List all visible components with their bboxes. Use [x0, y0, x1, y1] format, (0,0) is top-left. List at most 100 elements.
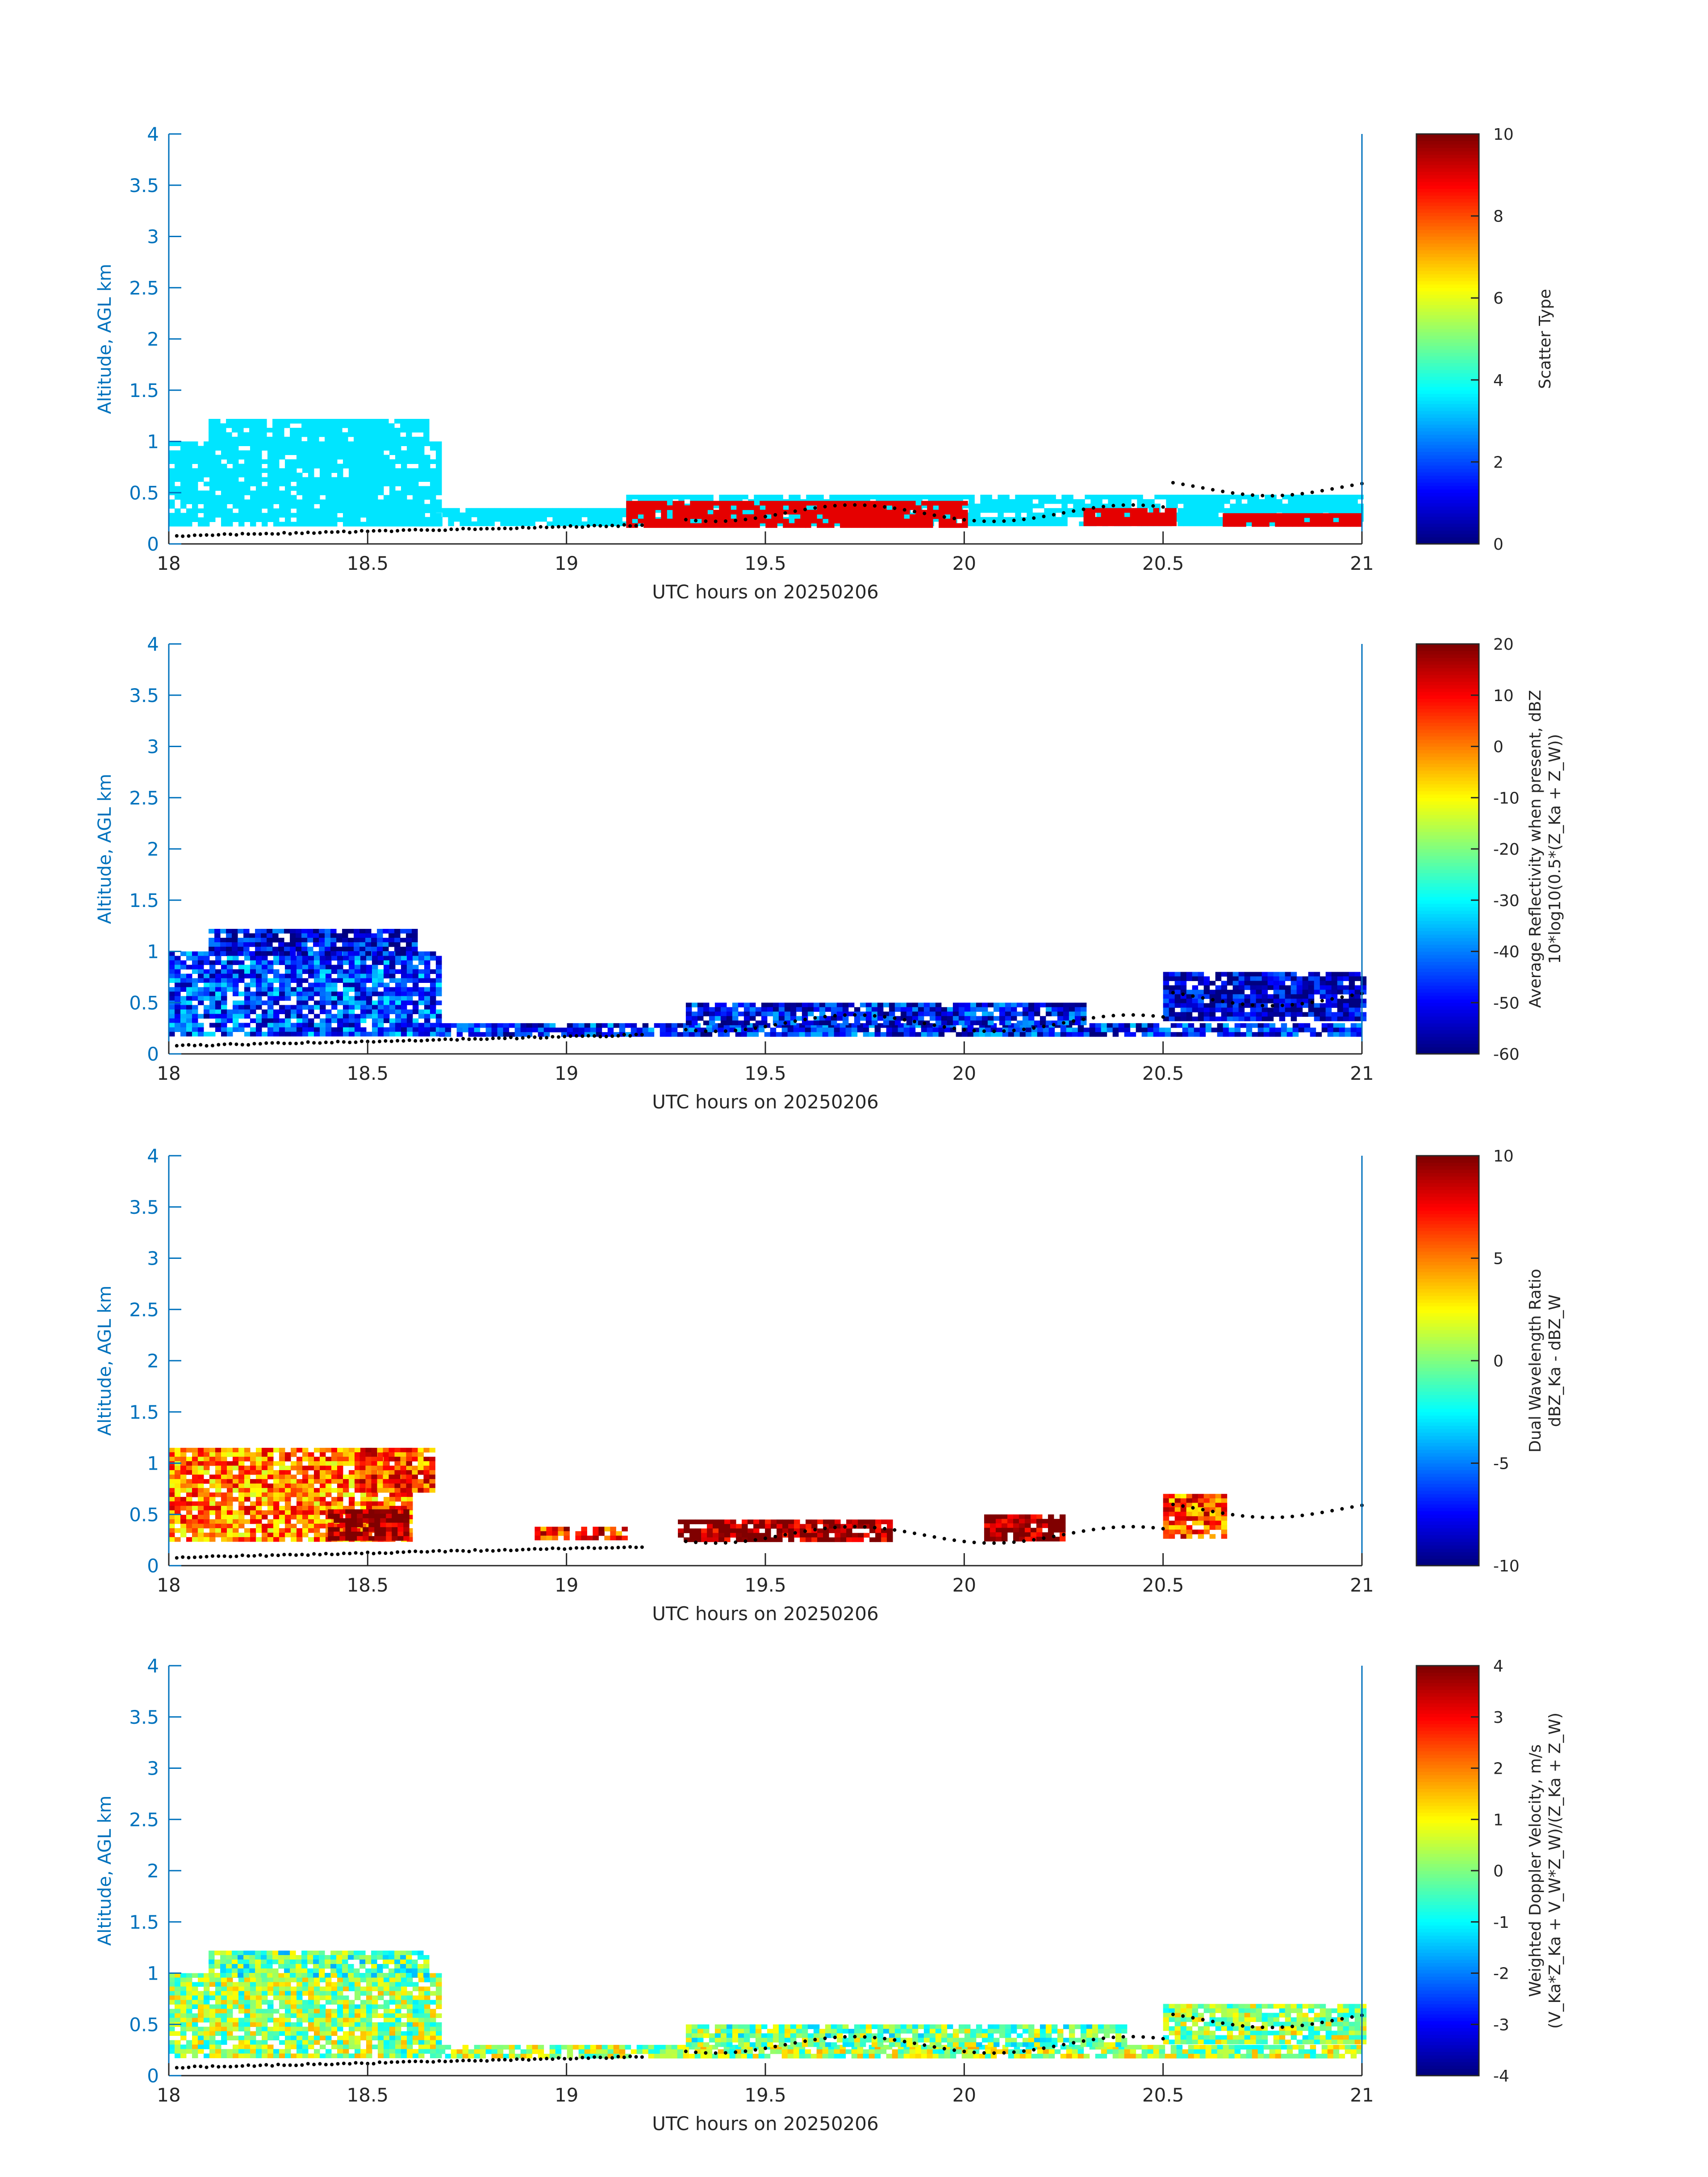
data-cell — [1325, 1012, 1332, 1017]
data-cell — [877, 1011, 884, 1016]
colorbar-step — [1416, 222, 1479, 227]
data-cell — [436, 987, 442, 992]
data-cell — [1325, 985, 1332, 990]
data-cell — [326, 450, 332, 455]
data-cell — [175, 996, 181, 1001]
data-cell — [366, 969, 372, 974]
data-cell — [1083, 517, 1090, 522]
data-cell — [430, 490, 436, 495]
data-cell — [169, 1005, 175, 1010]
data-cell — [355, 468, 361, 473]
data-cell — [192, 1018, 198, 1023]
data-cell — [1022, 1003, 1029, 1007]
data-cell — [1337, 1007, 1344, 1012]
data-cell — [886, 501, 893, 506]
dot — [640, 523, 644, 527]
data-cell — [736, 494, 743, 500]
dot — [294, 531, 298, 535]
data-cell — [962, 523, 968, 528]
data-cell — [839, 1023, 846, 1028]
data-cell — [436, 960, 442, 965]
data-cell — [816, 1028, 823, 1032]
data-cell — [250, 455, 256, 460]
data-cell — [413, 517, 419, 522]
data-cell — [1356, 522, 1362, 527]
data-cell — [250, 1027, 256, 1032]
data-cell — [261, 428, 267, 433]
data-cell — [1317, 494, 1323, 500]
data-cell — [905, 512, 911, 518]
colorbar-step — [1416, 427, 1479, 432]
data-cell — [175, 517, 181, 522]
data-cell — [817, 518, 823, 524]
data-cell — [883, 1003, 889, 1007]
data-cell — [413, 974, 419, 978]
data-cell — [412, 942, 418, 947]
data-cell — [413, 521, 419, 526]
data-cell — [285, 446, 291, 451]
data-cell — [1321, 1023, 1328, 1028]
data-cell — [308, 951, 314, 956]
data-cell — [250, 468, 256, 473]
data-cell — [1292, 522, 1299, 527]
data-cell — [215, 513, 221, 518]
data-cell — [1172, 499, 1178, 504]
data-cell — [893, 494, 899, 500]
data-cell — [990, 1032, 997, 1037]
data-cell — [355, 490, 361, 495]
data-cell — [1343, 1003, 1349, 1008]
data-cell — [1163, 972, 1169, 977]
data-cell — [209, 455, 216, 460]
data-cell — [366, 991, 372, 996]
data-cell — [1221, 985, 1228, 990]
data-cell — [986, 494, 992, 500]
data-cell — [372, 450, 378, 455]
data-cell — [221, 1014, 227, 1019]
data-cell — [233, 517, 239, 522]
data-cell — [389, 477, 396, 482]
data-cell — [169, 1014, 175, 1019]
data-cell — [233, 446, 239, 451]
data-cell — [430, 446, 436, 451]
data-cell — [378, 481, 384, 486]
colorbar-step — [1416, 479, 1479, 483]
colorbar-step — [1416, 1009, 1479, 1013]
data-cell — [703, 1020, 710, 1025]
data-cell — [811, 501, 817, 506]
data-cell — [349, 446, 355, 451]
data-cell — [842, 1007, 849, 1012]
data-cell — [967, 1032, 974, 1037]
dot — [497, 526, 501, 531]
dot — [972, 518, 976, 522]
data-cell — [296, 1018, 303, 1023]
data-cell — [215, 956, 221, 961]
data-cell — [272, 947, 279, 952]
data-cell — [371, 428, 377, 433]
dot — [491, 527, 495, 531]
data-cell — [238, 513, 245, 518]
data-cell — [436, 513, 442, 518]
data-cell — [921, 523, 927, 528]
data-cell — [401, 481, 407, 486]
data-cell — [625, 1023, 631, 1028]
data-cell — [732, 1011, 739, 1016]
data-cell — [1203, 976, 1210, 981]
data-cell — [180, 987, 187, 992]
data-cell — [781, 1028, 788, 1032]
data-cell — [689, 1023, 695, 1028]
dot — [1221, 999, 1225, 1003]
data-cell — [209, 960, 216, 965]
data-cell — [1174, 985, 1181, 990]
data-cell — [1290, 1016, 1297, 1021]
data-cell — [192, 1032, 198, 1036]
data-cell — [894, 1007, 901, 1012]
data-cell — [308, 1009, 314, 1014]
data-cell — [1061, 503, 1068, 509]
data-cell — [1227, 976, 1233, 981]
data-cell — [1201, 512, 1207, 518]
data-cell — [899, 494, 905, 500]
data-cell — [372, 477, 378, 482]
data-cell — [326, 965, 332, 969]
data-cell — [1011, 1003, 1017, 1007]
